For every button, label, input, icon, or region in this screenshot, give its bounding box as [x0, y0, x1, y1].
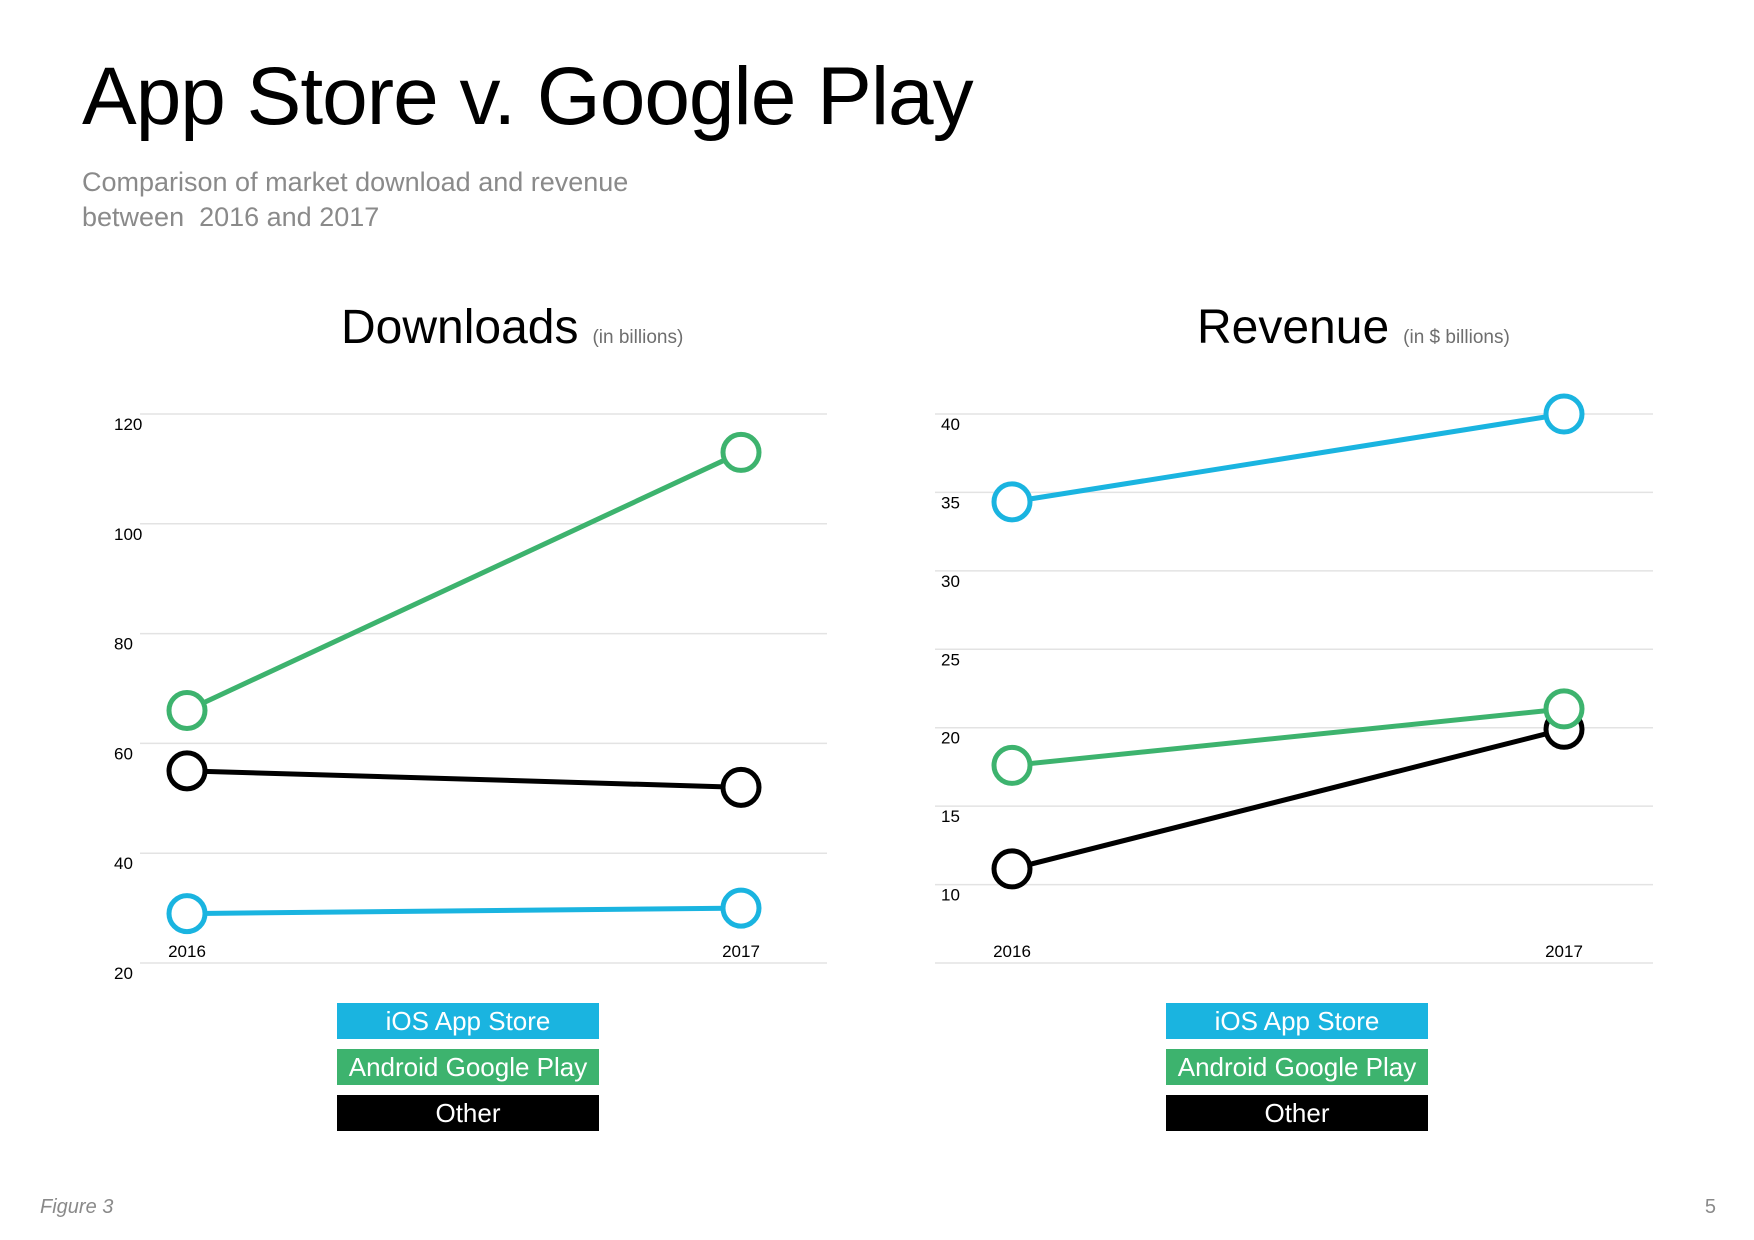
revenue-title: Revenue: [1197, 301, 1390, 354]
downloads-y-tick-label: 100: [114, 525, 142, 544]
revenue-data-point-ios-app-store: [1543, 393, 1585, 435]
page-subtitle: Comparison of market download and revenu…: [82, 165, 782, 235]
downloads-title: Downloads: [341, 301, 579, 354]
downloads-series-line-other: [186, 768, 742, 790]
downloads-data-point-android-google-play: [166, 689, 208, 731]
page-title: App Store v. Google Play: [82, 51, 974, 142]
downloads-data-point-ios-app-store: [166, 893, 208, 935]
revenue-data-point-other: [991, 848, 1033, 890]
revenue-legend: iOS App Store Android Google Play Other: [1166, 1003, 1428, 1141]
revenue-series-line-ios-app-store: [1011, 411, 1565, 505]
revenue-y-tick-label: 30: [941, 572, 960, 591]
downloads-y-tick-label: 40: [114, 854, 133, 873]
downloads-data-point-ios-app-store: [720, 887, 762, 929]
downloads-legend: iOS App Store Android Google Play Other: [337, 1003, 599, 1141]
revenue-unit: (in $ billions): [1403, 327, 1510, 348]
downloads-y-tick-label: 20: [114, 964, 133, 983]
downloads-y-tick-label: 120: [114, 415, 142, 434]
downloads-series-line-ios-app-store: [186, 905, 742, 917]
subtitle-line-1: Comparison of market download and revenu…: [82, 167, 629, 197]
revenue-y-tick-label: 25: [941, 650, 960, 669]
legend-other: Other: [337, 1095, 599, 1131]
legend-ios-app-store: iOS App Store: [337, 1003, 599, 1039]
legend-other: Other: [1166, 1095, 1428, 1131]
revenue-chart-title: Revenue (in $ billions): [1197, 300, 1510, 360]
downloads-series-line-android-google-play: [185, 450, 743, 713]
revenue-x-tick-label: 2017: [1545, 942, 1583, 961]
revenue-data-point-android-google-play: [991, 744, 1033, 786]
page-number: 5: [1704, 1196, 1716, 1218]
revenue-y-tick-label: 10: [941, 886, 960, 905]
legend-ios-app-store: iOS App Store: [1166, 1003, 1428, 1039]
subtitle-line-2: between 2016 and 2017: [82, 202, 380, 232]
revenue-y-tick-label: 40: [941, 415, 960, 434]
downloads-y-tick-label: 60: [114, 744, 133, 763]
revenue-y-tick-label: 35: [941, 493, 960, 512]
downloads-x-tick-label: 2017: [722, 942, 760, 961]
revenue-series-line-other: [1011, 726, 1565, 872]
downloads-unit: (in billions): [592, 327, 684, 348]
revenue-y-tick-label: 15: [941, 807, 960, 826]
revenue-x-tick-label: 2016: [993, 942, 1031, 961]
figure-caption: Figure 3: [40, 1196, 114, 1218]
downloads-x-tick-label: 2016: [168, 942, 206, 961]
legend-android-google-play: Android Google Play: [337, 1049, 599, 1085]
downloads-data-point-android-google-play: [720, 431, 762, 473]
downloads-y-tick-label: 80: [114, 635, 133, 654]
downloads-data-point-other: [166, 750, 208, 792]
revenue-series-line-android-google-play: [1011, 706, 1565, 768]
revenue-data-point-android-google-play: [1543, 688, 1585, 730]
legend-android-google-play: Android Google Play: [1166, 1049, 1428, 1085]
downloads-data-point-other: [720, 766, 762, 808]
revenue-data-point-ios-app-store: [991, 481, 1033, 523]
revenue-y-tick-label: 20: [941, 729, 960, 748]
downloads-chart-title: Downloads (in billions): [341, 300, 683, 360]
